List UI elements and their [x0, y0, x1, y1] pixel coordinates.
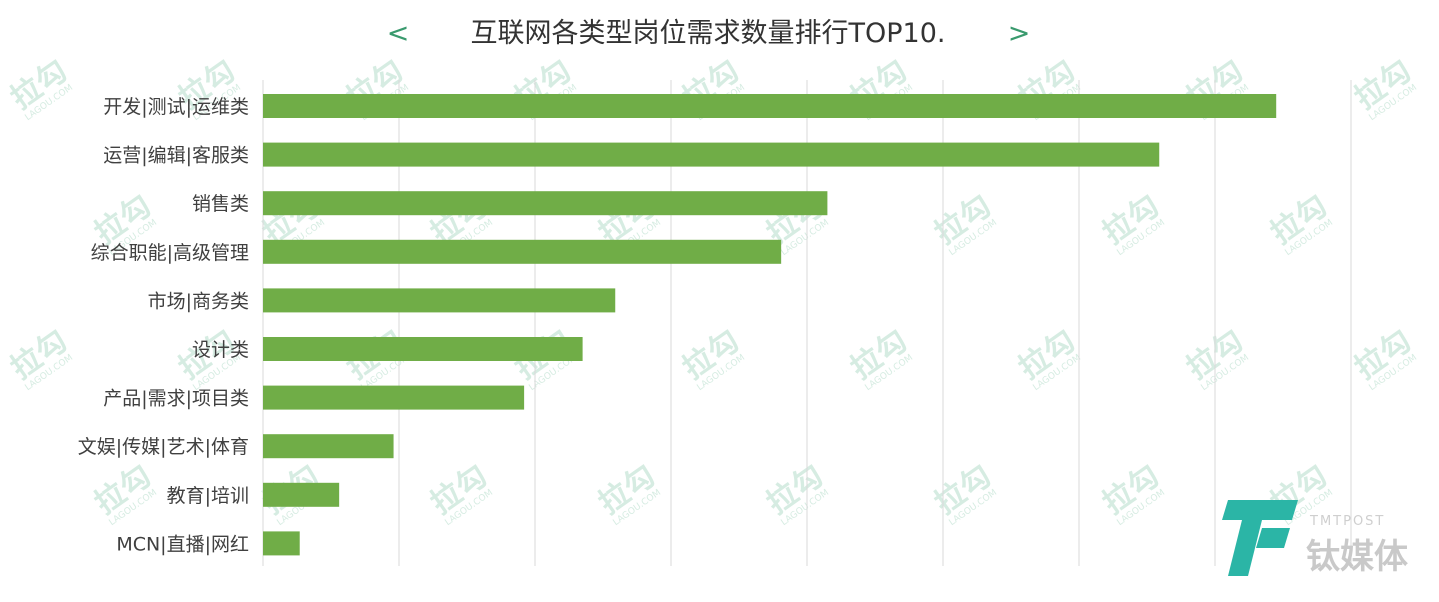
tmtpost-mark-icon — [1222, 500, 1298, 576]
bar — [263, 337, 583, 361]
category-labels: 开发|测试|运维类运营|编辑|客服类销售类综合职能|高级管理市场|商务类设计类产… — [78, 96, 249, 555]
category-label: 教育|培训 — [167, 485, 249, 507]
chart-title: < 互联网各类型岗位需求数量排行TOP10. > — [387, 18, 1031, 49]
bar — [263, 385, 525, 410]
title-suffix: > — [1008, 18, 1031, 49]
category-label: MCN|直播|网红 — [116, 533, 249, 555]
category-label: 运营|编辑|客服类 — [103, 145, 249, 167]
bar — [263, 482, 340, 507]
bars — [263, 94, 1277, 556]
bar — [263, 191, 828, 216]
bar — [263, 142, 1160, 167]
bar — [263, 434, 394, 459]
category-label: 文娱|传媒|艺术|体育 — [78, 436, 249, 458]
tmtpost-logo: TMTPOST 钛媒体 — [1222, 500, 1408, 577]
category-label: 销售类 — [192, 193, 249, 215]
logo-english: TMTPOST — [1309, 514, 1385, 529]
bar — [263, 94, 1277, 118]
category-label: 市场|商务类 — [148, 290, 249, 312]
category-label: 开发|测试|运维类 — [103, 96, 249, 118]
category-label: 产品|需求|项目类 — [103, 388, 249, 410]
category-label: 综合职能|高级管理 — [91, 242, 249, 264]
title-prefix: < — [387, 18, 410, 49]
bar — [263, 239, 782, 264]
title-text: 互联网各类型岗位需求数量排行TOP10. — [471, 18, 946, 49]
bar — [263, 288, 616, 313]
logo-chinese: 钛媒体 — [1306, 537, 1408, 577]
category-label: 设计类 — [192, 339, 249, 361]
bar — [263, 531, 300, 556]
